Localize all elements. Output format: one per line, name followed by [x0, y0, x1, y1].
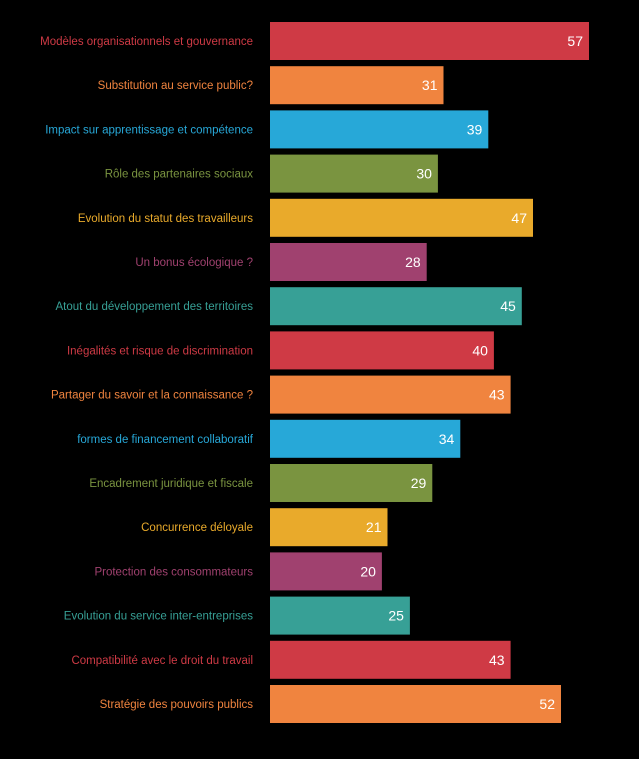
bar	[270, 596, 410, 635]
category-label: Evolution du service inter-entreprises	[64, 611, 253, 623]
value-label: 25	[388, 608, 404, 624]
value-label: 39	[467, 121, 483, 137]
value-label: 30	[416, 166, 432, 182]
bars-group	[270, 22, 589, 723]
category-label: Stratégie des pouvoirs publics	[100, 699, 254, 711]
category-label: Compatibilité avec le droit du travail	[71, 655, 253, 667]
value-label: 31	[422, 77, 438, 93]
bar	[270, 375, 511, 414]
category-label: formes de financement collaboratif	[77, 434, 254, 446]
category-label: Inégalités et risque de discrimination	[67, 345, 253, 357]
value-label: 52	[539, 696, 555, 712]
bar	[270, 419, 461, 458]
bar	[270, 22, 589, 60]
value-label: 34	[439, 431, 455, 447]
category-label: Substitution au service public?	[98, 80, 253, 92]
bar	[270, 464, 433, 502]
bar	[270, 331, 494, 370]
value-label: 28	[405, 254, 421, 270]
value-label: 43	[489, 387, 505, 403]
bar	[270, 552, 382, 591]
value-label: 45	[500, 298, 516, 314]
value-label: 21	[366, 519, 382, 535]
category-label: Impact sur apprentissage et compétence	[45, 124, 253, 136]
value-label: 47	[511, 210, 527, 226]
category-label: Modèles organisationnels et gouvernance	[40, 36, 253, 48]
bar	[270, 198, 533, 237]
value-labels-group: 57 31 39 30 47 28 45 40 43 34 29 21 20 25 43 52	[360, 33, 583, 712]
bar	[270, 508, 388, 547]
category-label: Un bonus écologique ?	[135, 257, 253, 269]
bar	[270, 154, 438, 193]
category-label: Protection des consommateurs	[94, 566, 253, 578]
bar	[270, 110, 489, 149]
category-labels-group: Modèles organisationnels et gouvernance S…	[40, 36, 254, 711]
category-label: Partager du savoir et la connaissance ?	[51, 390, 253, 402]
bar	[270, 685, 561, 723]
category-label: Concurrence déloyale	[141, 522, 253, 534]
value-label: 43	[489, 652, 505, 668]
value-label: 20	[360, 563, 376, 579]
category-label: Rôle des partenaires sociaux	[105, 169, 254, 181]
bar	[270, 243, 427, 281]
bar	[270, 640, 511, 679]
category-label: Atout du développement des territoires	[55, 301, 253, 313]
category-label: Evolution du statut des travailleurs	[78, 213, 253, 225]
category-label: Encadrement juridique et fiscale	[89, 478, 253, 490]
bar	[270, 287, 522, 326]
bar	[270, 66, 444, 105]
value-label: 57	[567, 33, 583, 49]
value-label: 29	[411, 475, 427, 491]
value-label: 40	[472, 342, 488, 358]
